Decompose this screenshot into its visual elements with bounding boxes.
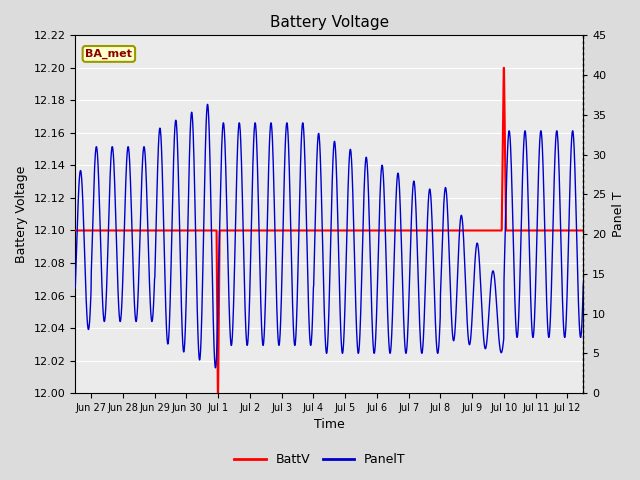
- Title: Battery Voltage: Battery Voltage: [269, 15, 389, 30]
- Y-axis label: Battery Voltage: Battery Voltage: [15, 166, 28, 263]
- X-axis label: Time: Time: [314, 419, 345, 432]
- Legend: BattV, PanelT: BattV, PanelT: [229, 448, 411, 471]
- Text: BA_met: BA_met: [85, 49, 132, 59]
- Y-axis label: Panel T: Panel T: [612, 192, 625, 237]
